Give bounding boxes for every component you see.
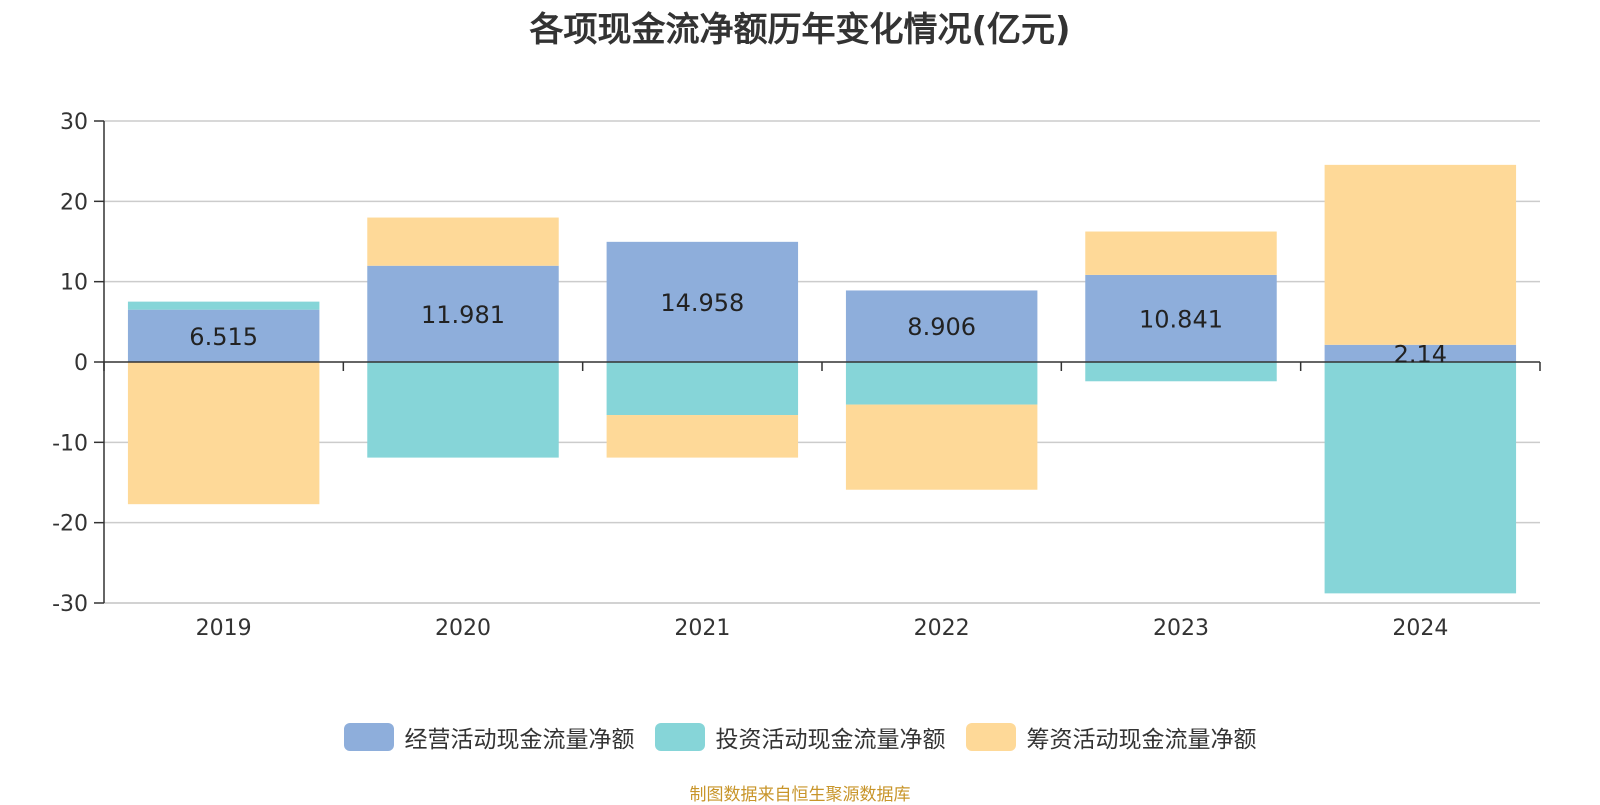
x-tick-label: 2024 [1392,616,1448,641]
legend-swatch-financing [965,723,1016,751]
y-tick-label: -30 [52,592,88,617]
legend-label-operating: 经营活动现金流量净额 [404,727,635,753]
bar-2023-series-1 [1085,362,1277,382]
bar-2020-series-0 [367,265,559,362]
legend: 经营活动现金流量净额 投资活动现金流量净额 筹资活动现金流量净额 [0,720,1600,754]
x-tick-label: 2020 [435,616,491,641]
grid-lines [104,120,1540,604]
bar-2024-series-0 [1324,344,1517,362]
x-tick-label: 2021 [674,616,730,641]
bar-2023-series-0 [1085,274,1277,362]
bar-2021-series-2 [606,415,799,458]
y-tick-label: 20 [60,190,88,215]
labels: 30 20 10 0 -10 -20 -30 2019 2020 2021 2022 2023 2024… [52,110,1448,641]
bars [127,164,1517,594]
legend-item-investing[interactable]: 投资活动现金流量净额 [654,720,946,754]
data-label: 10.841 [1139,305,1223,333]
data-label: 8.906 [907,313,976,341]
legend-swatch-operating [343,723,394,751]
bar-2019-series-2 [127,362,320,505]
axes [94,120,1541,604]
data-label: 6.515 [189,323,258,351]
bar-2020-series-2 [367,217,559,266]
bar-2019-series-1 [127,301,320,310]
y-tick-label: -10 [52,431,88,456]
y-tick-label: 30 [60,110,88,135]
bar-2021-series-0 [606,241,799,362]
bar-2024-series-1 [1324,362,1517,594]
bar-2023-series-2 [1085,231,1277,275]
bar-2022-series-0 [845,290,1038,362]
bar-2021-series-1 [606,362,799,416]
data-label: 2.14 [1394,340,1447,368]
bar-2022-series-2 [845,404,1038,490]
legend-item-financing[interactable]: 筹资活动现金流量净额 [965,720,1257,754]
x-tick-label: 2019 [196,616,252,641]
x-tick-label: 2023 [1153,616,1209,641]
data-label: 11.981 [421,301,505,329]
y-tick-label: 10 [60,271,88,296]
y-tick-label: -20 [52,512,88,537]
bar-2020-series-1 [367,362,559,458]
legend-label-financing: 筹资活动现金流量净额 [1026,727,1257,753]
y-tick-label: 0 [74,351,88,376]
legend-label-investing: 投资活动现金流量净额 [715,727,946,753]
legend-swatch-investing [654,723,705,751]
data-label: 14.958 [660,289,744,317]
source-note: 制图数据来自恒生聚源数据库 [689,785,911,805]
x-tick-label: 2022 [914,616,970,641]
chart-title: 各项现金流净额历年变化情况(亿元) [529,10,1071,50]
legend-item-operating[interactable]: 经营活动现金流量净额 [343,720,635,754]
bar-2019-series-0 [127,309,320,362]
bar-2022-series-1 [845,362,1038,405]
bar-2024-series-2 [1324,164,1517,345]
